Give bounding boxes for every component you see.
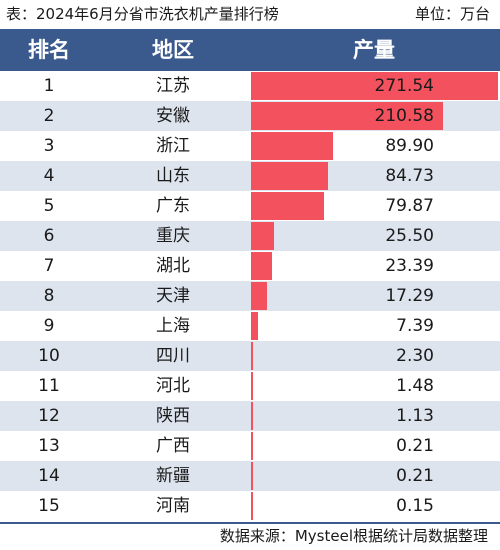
table-row: 13 广西 0.21 <box>0 431 500 461</box>
output-value: 1.48 <box>396 376 434 396</box>
output-value: 271.54 <box>374 76 434 96</box>
output-value: 0.21 <box>396 466 434 486</box>
rank-cell: 3 <box>43 136 55 156</box>
rank-cell: 9 <box>43 316 55 336</box>
table-row: 4 山东 84.73 <box>0 161 500 191</box>
region-cell: 安徽 <box>156 106 190 126</box>
table-row: 9 上海 7.39 <box>0 311 500 341</box>
table-title: 表：2024年6月分省市洗衣机产量排行榜 <box>6 5 279 23</box>
rank-cell: 12 <box>38 406 60 426</box>
rank-cell: 13 <box>38 436 60 456</box>
rank-cell: 15 <box>38 496 60 516</box>
table-row: 7 湖北 23.39 <box>0 251 500 281</box>
output-bar <box>251 492 253 520</box>
output-value: 89.90 <box>385 136 434 156</box>
region-cell: 山东 <box>156 166 190 186</box>
rank-cell: 10 <box>38 346 60 366</box>
output-bar <box>251 342 254 370</box>
output-bar <box>251 162 329 190</box>
output-bar <box>251 222 275 250</box>
table-row: 5 广东 79.87 <box>0 191 500 221</box>
header-output: 产量 <box>353 38 395 62</box>
region-cell: 浙江 <box>156 136 190 156</box>
table-body: 1 江苏 271.54 2 安徽 210.58 3 浙江 89.90 4 山东 84.73 5 广东 79.… <box>0 71 500 521</box>
region-cell: 江苏 <box>156 76 190 96</box>
output-bar <box>251 402 253 430</box>
output-value: 79.87 <box>385 196 434 216</box>
table-row: 1 江苏 271.54 <box>0 71 500 101</box>
table-row: 11 河北 1.48 <box>0 371 500 401</box>
region-cell: 重庆 <box>156 226 190 246</box>
output-bar <box>251 462 253 490</box>
output-bar <box>251 192 324 220</box>
output-bar <box>251 252 273 280</box>
table-bottom-rule <box>0 522 500 524</box>
table-row: 12 陕西 1.13 <box>0 401 500 431</box>
output-value: 25.50 <box>385 226 434 246</box>
output-bar <box>251 432 253 460</box>
rank-cell: 14 <box>38 466 60 486</box>
output-value: 17.29 <box>385 286 434 306</box>
ranking-table: 排名 地区 产量 1 江苏 271.54 2 安徽 210.58 3 浙江 89.90 4 山东 84… <box>0 29 500 521</box>
output-value: 7.39 <box>396 316 434 336</box>
header-region: 地区 <box>152 38 194 62</box>
output-value: 1.13 <box>396 406 434 426</box>
table-row: 8 天津 17.29 <box>0 281 500 311</box>
region-cell: 广西 <box>156 436 190 456</box>
rank-cell: 1 <box>43 76 55 96</box>
header-rank: 排名 <box>28 38 70 62</box>
data-source-note: 数据来源：Mysteel根据统计局数据整理 <box>219 527 488 545</box>
region-cell: 新疆 <box>156 466 190 486</box>
table-row: 2 安徽 210.58 <box>0 101 500 131</box>
region-cell: 四川 <box>156 346 190 366</box>
rank-cell: 4 <box>43 166 55 186</box>
table-row: 6 重庆 25.50 <box>0 221 500 251</box>
output-value: 84.73 <box>385 166 434 186</box>
rank-cell: 6 <box>43 226 55 246</box>
output-bar <box>251 72 498 100</box>
table-row: 3 浙江 89.90 <box>0 131 500 161</box>
region-cell: 陕西 <box>156 406 190 426</box>
output-value: 2.30 <box>396 346 434 366</box>
region-cell: 上海 <box>156 316 190 336</box>
table-row: 10 四川 2.30 <box>0 341 500 371</box>
output-value: 23.39 <box>385 256 434 276</box>
rank-cell: 8 <box>43 286 55 306</box>
rank-cell: 7 <box>43 256 55 276</box>
table-row: 15 河南 0.15 <box>0 491 500 521</box>
unit-label: 单位：万台 <box>414 5 490 23</box>
rank-cell: 11 <box>38 376 60 396</box>
table-header: 排名 地区 产量 <box>0 29 500 71</box>
output-bar <box>251 282 267 310</box>
output-bar <box>251 312 258 340</box>
region-cell: 河北 <box>156 376 190 396</box>
region-cell: 广东 <box>156 196 190 216</box>
rank-cell: 5 <box>43 196 55 216</box>
region-cell: 湖北 <box>156 256 190 276</box>
output-value: 0.21 <box>396 436 434 456</box>
caption-bar: 表：2024年6月分省市洗衣机产量排行榜 单位：万台 <box>0 0 500 28</box>
output-bar <box>251 372 253 400</box>
output-bar <box>251 132 333 160</box>
region-cell: 河南 <box>156 496 190 516</box>
rank-cell: 2 <box>43 106 55 126</box>
table-row: 14 新疆 0.21 <box>0 461 500 491</box>
output-bar <box>251 102 443 130</box>
region-cell: 天津 <box>156 286 190 306</box>
output-value: 210.58 <box>374 106 434 126</box>
output-value: 0.15 <box>396 496 434 516</box>
